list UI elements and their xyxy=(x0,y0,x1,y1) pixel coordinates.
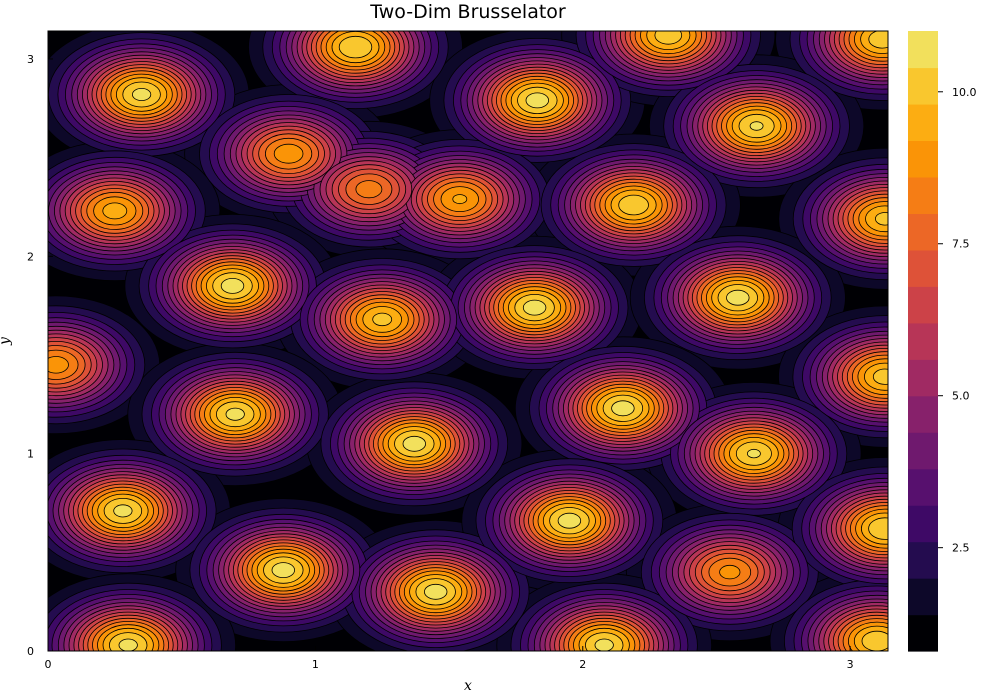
colorbar-band xyxy=(908,359,938,397)
contour-ring-16-23 xyxy=(271,562,296,578)
chart-title: Two-Dim Brusselator xyxy=(369,1,566,23)
colorbar-band xyxy=(908,432,938,470)
colorbar-band xyxy=(908,286,938,324)
colorbar-tick-label: 2.5 xyxy=(952,542,970,555)
colorbar-band xyxy=(908,176,938,214)
colorbar-ticks: 2.5 5.0 7.5 10.0 xyxy=(938,86,977,555)
contour-ring-15-13 xyxy=(372,312,393,327)
colorbar xyxy=(908,31,938,652)
contour-ring-13-16 xyxy=(48,356,69,374)
y-tick-label: 2 xyxy=(27,250,34,263)
contour-ring-16-24 xyxy=(424,583,448,600)
colorbar-band xyxy=(908,67,938,105)
y-tick-label: 3 xyxy=(27,53,34,66)
contour-ring-15-3 xyxy=(654,31,683,45)
x-tick-label: 3 xyxy=(847,658,854,671)
contour-ring-15-4 xyxy=(868,31,888,49)
contour-ring-15-10 xyxy=(618,194,649,216)
x-tick-label: 1 xyxy=(312,658,319,671)
colorbar-tick-label: 7.5 xyxy=(952,238,970,251)
x-axis-ticks: 0 1 2 3 xyxy=(45,646,854,671)
colorbar-band xyxy=(908,541,938,579)
contour-ring-15-17 xyxy=(872,368,888,385)
contour-ring-15-27 xyxy=(868,517,888,540)
colorbar-tick-label: 10.0 xyxy=(952,86,977,99)
contour-ring-16-28 xyxy=(118,638,138,651)
plot-frame xyxy=(47,30,889,652)
contour-level-16 xyxy=(113,88,764,651)
contour-ring-16-29 xyxy=(594,638,614,651)
colorbar-band xyxy=(908,395,938,433)
colorbar-band xyxy=(908,249,938,287)
contour-ring-15-1 xyxy=(338,35,373,59)
colorbar-band xyxy=(908,322,938,360)
colorbar-band xyxy=(908,31,938,69)
contour-ring-16-14 xyxy=(522,299,547,316)
colorbar-band xyxy=(908,578,938,616)
contour-ring-16-21 xyxy=(747,448,761,459)
contour-ring-16-15 xyxy=(726,289,750,306)
contour-ring-14-9 xyxy=(102,202,128,220)
x-tick-label: 0 xyxy=(45,658,52,671)
y-axis-label: y xyxy=(0,336,13,346)
y-tick-label: 1 xyxy=(27,448,34,461)
x-tick-label: 2 xyxy=(579,658,586,671)
colorbar-band xyxy=(908,140,938,178)
contour-ring-15-30 xyxy=(861,630,888,651)
colorbar-band xyxy=(908,103,938,141)
y-tick-label: 0 xyxy=(27,645,34,658)
colorbar-band xyxy=(908,213,938,251)
contour-ring-16-2 xyxy=(525,92,550,109)
contour-ring-16-0 xyxy=(132,88,152,102)
contour-ring-16-25 xyxy=(557,512,582,529)
colorbar-band xyxy=(908,505,938,543)
contour-ring-13-26 xyxy=(719,564,741,580)
contour-ring-16-20 xyxy=(611,400,635,417)
colorbar-band xyxy=(908,468,938,506)
y-axis-ticks: 0 1 2 3 xyxy=(27,53,53,658)
contour-ring-13-6 xyxy=(273,143,304,164)
contour-ring-16-18 xyxy=(225,407,245,421)
colorbar-band xyxy=(908,614,938,652)
contour-ring-16-12 xyxy=(220,277,245,294)
contour-ring-14-8 xyxy=(452,194,468,205)
contour-ring-16-22 xyxy=(113,504,133,518)
colorbar-tick-label: 5.0 xyxy=(952,390,970,403)
x-axis-label: x xyxy=(464,678,472,694)
contour-ring-16-19 xyxy=(402,435,427,452)
contour-ring-15-11 xyxy=(875,212,888,226)
contour-ring-12-7 xyxy=(355,180,383,199)
contour-ring-16-5 xyxy=(749,121,764,131)
